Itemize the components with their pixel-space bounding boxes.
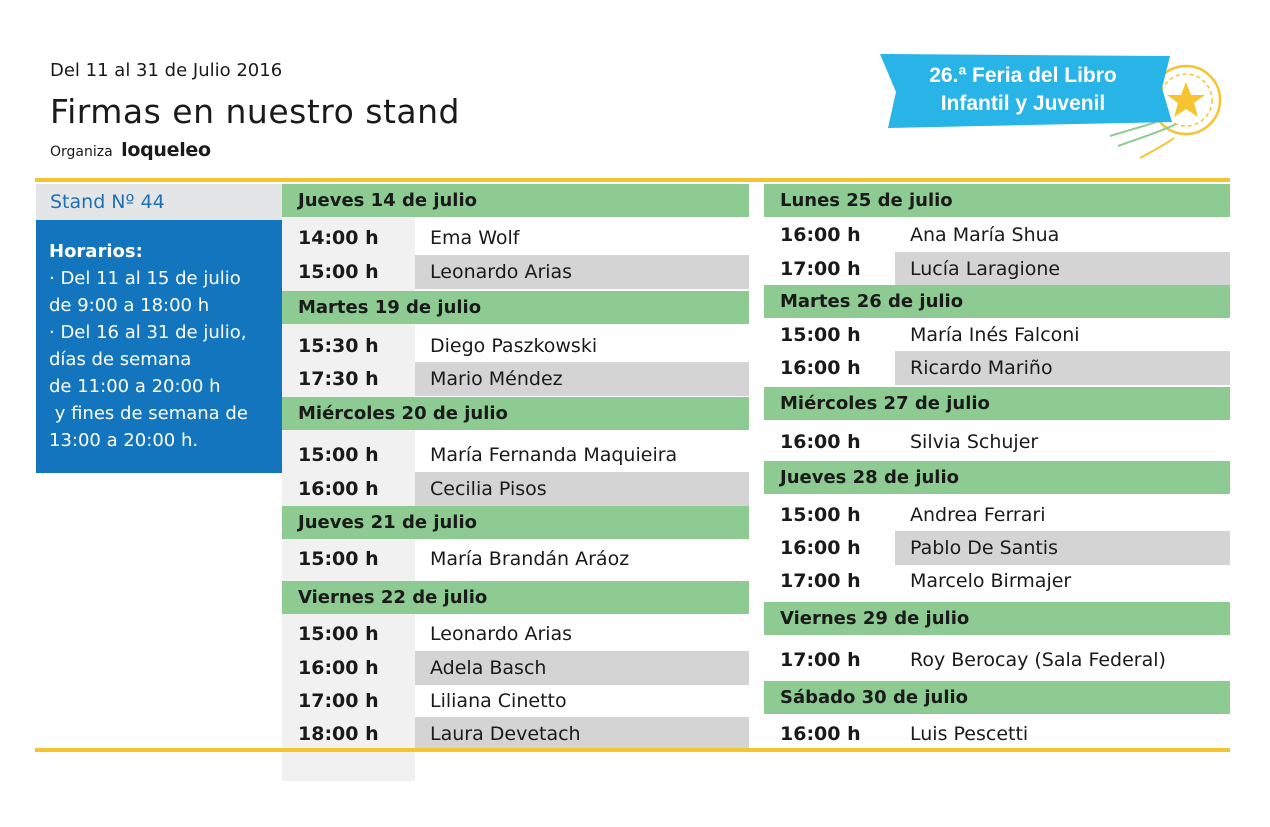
author-name: Luis Pescetti	[910, 723, 1029, 745]
author-name: María Inés Falconi	[910, 324, 1080, 346]
hours-line: · Del 11 al 15 de julio	[49, 268, 241, 289]
author-name: Silvia Schujer	[910, 431, 1039, 453]
day-heading: Jueves 21 de julio	[282, 506, 749, 539]
day-heading: Jueves 14 de julio	[282, 184, 749, 217]
schedule-row: 17:30 h Mario Méndez	[282, 362, 749, 396]
slot-time: 17:00 h	[298, 690, 379, 712]
stand-number: Stand Nº 44	[50, 191, 165, 213]
hours-line: días de semana	[49, 349, 192, 370]
day-heading: Jueves 28 de julio	[764, 461, 1230, 494]
author-name: Lucía Laragione	[910, 258, 1061, 280]
schedule-row: 16:00 h Cecilia Pisos	[282, 472, 749, 506]
schedule-row: 15:00 h Leonardo Arias	[282, 617, 749, 651]
author-name: Andrea Ferrari	[910, 504, 1046, 526]
author-name: Ema Wolf	[430, 227, 520, 249]
time-column-strip	[282, 184, 415, 781]
slot-time: 14:00 h	[298, 227, 379, 249]
slot-time: 18:00 h	[298, 723, 379, 745]
author-name: Marcelo Birmajer	[910, 570, 1072, 592]
badge-ribbon-shape	[880, 54, 1172, 128]
hours-heading: Horarios:	[49, 241, 143, 262]
schedule-row: 18:00 h Laura Devetach	[282, 717, 749, 751]
slot-time: 15:00 h	[298, 548, 379, 570]
slot-time: 15:00 h	[298, 623, 379, 645]
slot-time: 16:00 h	[780, 431, 861, 453]
slot-time: 16:00 h	[298, 478, 379, 500]
author-name: Liliana Cinetto	[430, 690, 567, 712]
slot-time: 15:00 h	[780, 504, 861, 526]
hours-line: de 11:00 a 20:00 h	[49, 376, 221, 397]
slot-time: 16:00 h	[780, 357, 861, 379]
author-name: Adela Basch	[430, 657, 547, 679]
organizer-prefix: Organiza	[50, 144, 113, 160]
author-name: Laura Devetach	[430, 723, 581, 745]
schedule-row: 17:00 h Marcelo Birmajer	[764, 564, 1230, 598]
schedule-row: 15:30 h Diego Paszkowski	[282, 329, 749, 363]
author-name: Ricardo Mariño	[910, 357, 1053, 379]
author-name: Diego Paszkowski	[430, 335, 598, 357]
schedule-row: 17:00 h Liliana Cinetto	[282, 684, 749, 718]
schedule-row: 16:00 h Luis Pescetti	[764, 717, 1230, 751]
slot-time: 17:00 h	[780, 570, 861, 592]
schedule-row: 14:00 h Ema Wolf	[282, 221, 749, 255]
day-heading: Sábado 30 de julio	[764, 681, 1230, 714]
slot-time: 15:00 h	[298, 444, 379, 466]
slot-time: 15:00 h	[298, 261, 379, 283]
fair-badge-line1: 26.ª Feria del Libro	[929, 64, 1117, 87]
schedule-row: 16:00 h Silvia Schujer	[764, 425, 1230, 459]
slot-time: 17:00 h	[780, 649, 861, 671]
schedule-row: 16:00 h Pablo De Santis	[764, 531, 1230, 565]
date-range: Del 11 al 31 de Julio 2016	[50, 60, 283, 81]
fair-badge-line2: Infantil y Juvenil	[940, 92, 1106, 115]
stand-label: Stand Nº 44	[36, 184, 282, 220]
author-name: Roy Berocay (Sala Federal)	[910, 649, 1166, 671]
day-heading: Viernes 29 de julio	[764, 602, 1230, 635]
organizer-line: Organiza loqueleo	[50, 139, 211, 161]
day-heading: Martes 26 de julio	[764, 285, 1230, 318]
hours-line: 13:00 a 20:00 h.	[49, 430, 199, 451]
day-heading: Miércoles 20 de julio	[282, 397, 749, 430]
author-name: Mario Méndez	[430, 368, 563, 390]
slot-time: 17:00 h	[780, 258, 861, 280]
author-name: Ana María Shua	[910, 224, 1060, 246]
author-name: María Fernanda Maquieira	[430, 444, 678, 466]
top-divider	[35, 178, 1230, 182]
schedule-row: 16:00 h Adela Basch	[282, 651, 749, 685]
slot-time: 16:00 h	[780, 723, 861, 745]
day-heading: Viernes 22 de julio	[282, 581, 749, 614]
page-title: Firmas en nuestro stand	[50, 92, 460, 131]
sun-star-icon	[1109, 64, 1222, 159]
schedule-row: 15:00 h María Inés Falconi	[764, 318, 1230, 352]
slot-time: 15:30 h	[298, 335, 379, 357]
fair-badge-text: 26.ª Feria del Libro Infantil y Juvenil	[893, 62, 1153, 118]
bottom-divider	[35, 748, 1230, 752]
fair-badge	[880, 54, 1222, 159]
slot-time: 16:00 h	[298, 657, 379, 679]
slot-time: 16:00 h	[780, 537, 861, 559]
author-name: Cecilia Pisos	[430, 478, 547, 500]
slot-time: 16:00 h	[780, 224, 861, 246]
schedule-row: 17:00 h Roy Berocay (Sala Federal)	[764, 643, 1230, 677]
hours-line: de 9:00 a 18:00 h	[49, 295, 210, 316]
author-name: Leonardo Arias	[430, 261, 573, 283]
hours-panel: Horarios: · Del 11 al 15 de julio de 9:0…	[36, 220, 282, 473]
slot-time: 17:30 h	[298, 368, 379, 390]
schedule-row: 16:00 h Ricardo Mariño	[764, 351, 1230, 385]
schedule-row: 15:00 h María Fernanda Maquieira	[282, 438, 749, 472]
author-name: María Brandán Aráoz	[430, 548, 630, 570]
schedule-row: 15:00 h María Brandán Aráoz	[282, 542, 749, 576]
author-name: Leonardo Arias	[430, 623, 573, 645]
day-heading: Martes 19 de julio	[282, 291, 749, 324]
schedule-row: 15:00 h Andrea Ferrari	[764, 498, 1230, 532]
hours-line: · Del 16 al 31 de julio,	[49, 322, 247, 343]
day-heading: Lunes 25 de julio	[764, 184, 1230, 217]
hours-line: y fines de semana de	[49, 403, 248, 424]
schedule-row: 15:00 h Leonardo Arias	[282, 255, 749, 289]
schedule-row: 16:00 h Ana María Shua	[764, 218, 1230, 252]
organizer-logo: loqueleo	[121, 139, 211, 161]
schedule-row: 17:00 h Lucía Laragione	[764, 252, 1230, 286]
author-name: Pablo De Santis	[910, 537, 1058, 559]
day-heading: Miércoles 27 de julio	[764, 387, 1230, 420]
slot-time: 15:00 h	[780, 324, 861, 346]
